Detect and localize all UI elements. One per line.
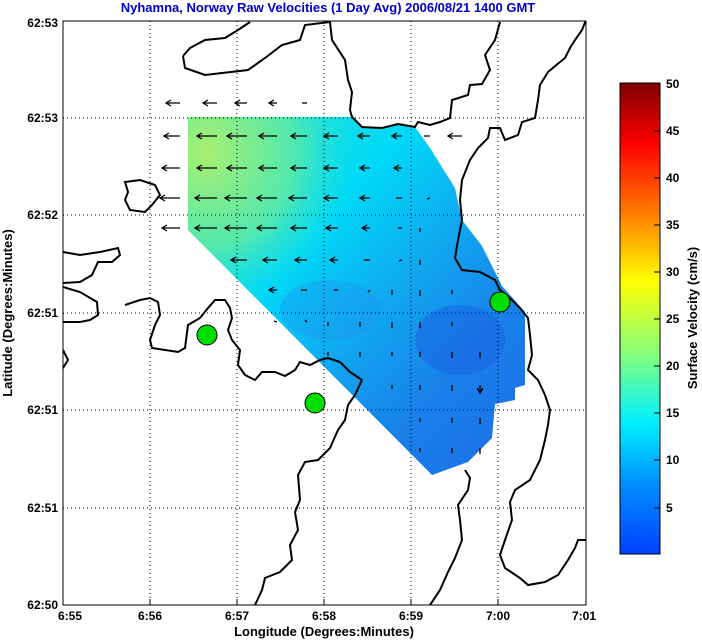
y-tick-label: 62:50 [27,598,58,612]
velocity-arrow [287,194,307,202]
colorbar-tick-label: 50 [666,77,680,91]
velocity-arrow [233,99,247,107]
velocity-arrow [160,164,180,172]
velocity-arrow [476,385,484,395]
velocity-arrow [223,224,247,232]
velocity-field-highlight [188,117,525,475]
velocity-arrow [225,164,247,172]
velocity-arrow [193,194,217,202]
colorbar-tick-label: 40 [666,171,680,185]
velocity-arrow [324,224,338,232]
velocity-arrow [255,224,277,232]
velocity-arrow [201,99,217,107]
colorbar-tick-label: 10 [666,453,680,467]
x-tick-label: 6:59 [399,609,423,623]
x-axis-label: Longitude (Degrees:Minutes) [234,624,414,639]
chart-title: Nyhamna, Norway Raw Velocities (1 Day Av… [121,0,536,15]
velocity-arrow [195,132,217,140]
x-tick-label: 6:56 [138,609,162,623]
velocity-arrow [255,194,277,202]
x-tick-label: 6:55 [58,609,82,623]
velocity-arrow [225,132,247,140]
velocity-arrow [193,224,217,232]
velocity-arrow [164,99,180,107]
velocity-arrow [446,132,462,140]
radar-station-marker [304,392,326,414]
radar-station-marker [489,291,511,313]
velocity-arrow [360,224,370,232]
y-tick-label: 62:51 [27,501,58,515]
velocity-arrow [289,164,307,172]
velocity-arrow [356,132,370,140]
velocity-arrow [322,194,338,202]
velocity-arrow [158,194,180,202]
coastline [63,21,586,605]
x-axis: 6:55 6:56 6:57 6:58 6:59 7:00 7:01 Longi… [58,599,596,639]
x-tick-label: 6:58 [312,609,336,623]
velocity-arrow [223,194,247,202]
x-tick-label: 7:00 [486,609,510,623]
velocity-arrow [293,256,307,264]
velocity-arrow [322,132,338,140]
colorbar-tick-label: 15 [666,406,680,420]
radar-station-marker [196,324,218,346]
velocity-arrow [367,289,371,293]
velocity-arrow [257,164,277,172]
colorbar-tick-label: 45 [666,124,680,138]
velocity-arrow [195,164,217,172]
velocity-arrow [267,99,277,107]
velocity-arrow [322,164,338,172]
velocity-arrow [289,132,307,140]
y-axis: 62:53 62:53 62:52 62:51 62:51 62:51 62:5… [0,16,58,612]
velocity-arrow [261,256,277,264]
velocity-arrow [392,164,402,172]
field-slow-zone [280,280,380,340]
velocity-arrow [160,224,180,232]
colorbar-label: Surface Velocity (cm/s) [685,247,700,389]
velocity-arrow [304,319,308,323]
velocity-arrow [358,194,370,202]
grid [63,21,586,605]
x-tick-label: 7:01 [572,609,596,623]
velocity-arrow [426,197,431,200]
y-tick-label: 62:51 [27,403,58,417]
colorbar-tick-label: 35 [666,218,680,232]
y-axis-label: Latitude (Degrees:Minutes) [0,229,15,397]
field-slow-zone [415,305,505,375]
y-tick-label: 62:51 [27,306,58,320]
velocity-arrow [229,256,247,264]
colorbar-tick-label: 20 [666,359,680,373]
velocity-arrow [398,259,403,262]
velocity-arrow [328,256,338,264]
velocity-arrow [162,132,180,140]
velocity-arrow [390,132,402,140]
y-tick-label: 62:53 [27,16,58,30]
y-tick-label: 62:52 [27,208,58,222]
velocity-arrow [273,320,278,323]
colorbar-tick-label: 25 [666,312,680,326]
velocity-arrow [358,164,370,172]
velocity-vectors [158,99,484,454]
colorbar: 50 45 40 35 30 25 20 15 10 5 Surface Vel… [619,77,700,555]
colorbar-gradient [619,82,661,555]
x-tick-label: 6:57 [225,609,249,623]
y-tick-label: 62:53 [27,111,58,125]
colorbar-tick-label: 5 [666,501,673,515]
velocity-arrow [257,132,277,140]
velocity-arrow [267,286,277,294]
colorbar-tick-label: 30 [666,265,680,279]
velocity-arrow [289,224,307,232]
